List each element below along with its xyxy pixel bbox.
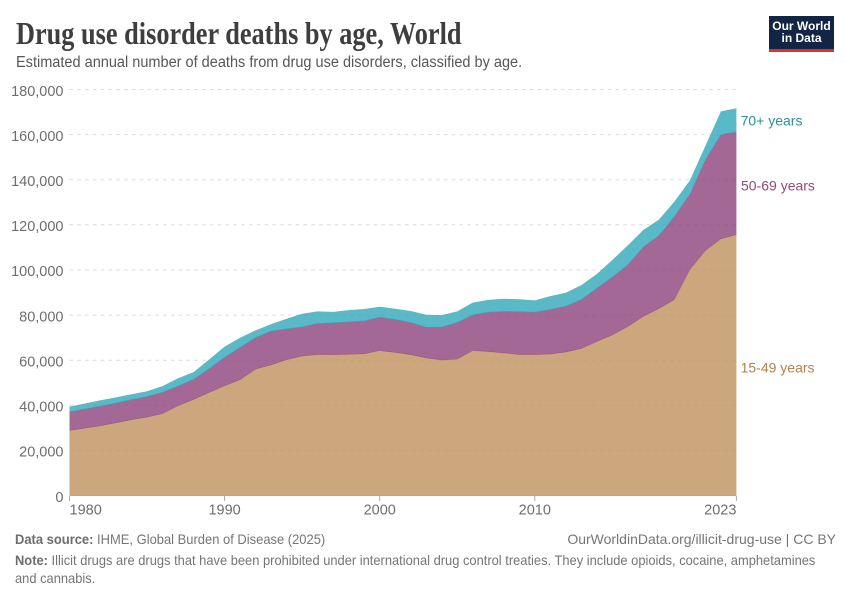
- svg-text:60,000: 60,000: [19, 355, 63, 371]
- svg-text:40,000: 40,000: [19, 400, 63, 416]
- svg-text:2000: 2000: [364, 503, 396, 519]
- svg-text:2023: 2023: [704, 503, 736, 519]
- svg-text:1990: 1990: [208, 503, 240, 519]
- svg-text:70+ years: 70+ years: [741, 112, 803, 128]
- svg-text:0: 0: [55, 490, 63, 506]
- svg-text:140,000: 140,000: [11, 174, 63, 190]
- svg-text:100,000: 100,000: [11, 264, 63, 280]
- svg-text:20,000: 20,000: [19, 445, 63, 461]
- svg-text:2010: 2010: [519, 503, 551, 519]
- svg-text:180,000: 180,000: [11, 84, 63, 100]
- svg-text:50-69 years: 50-69 years: [741, 177, 815, 193]
- svg-text:15-49 years: 15-49 years: [741, 359, 815, 375]
- svg-text:80,000: 80,000: [19, 309, 63, 325]
- svg-text:1980: 1980: [70, 503, 102, 519]
- svg-text:160,000: 160,000: [11, 129, 63, 145]
- svg-text:120,000: 120,000: [11, 219, 63, 235]
